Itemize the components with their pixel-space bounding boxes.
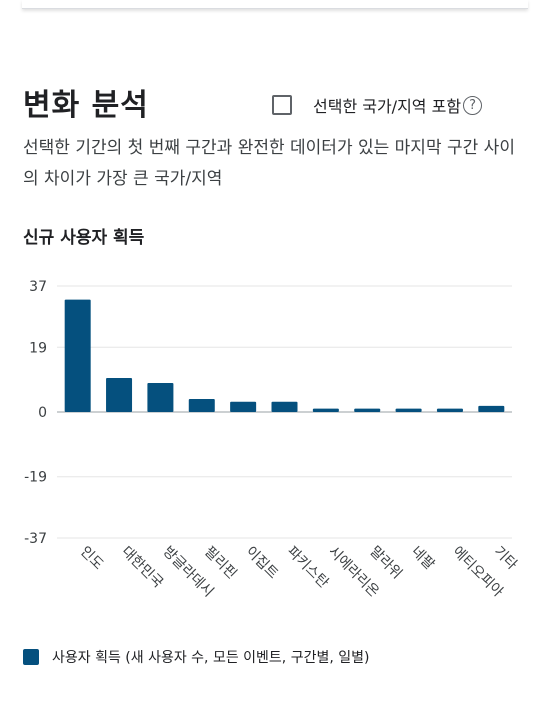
x-tick-label: 대한민국 [118,544,166,592]
page-title: 변화 분석 [23,88,149,123]
bar [64,299,91,412]
include-selected-checkbox[interactable] [272,95,292,115]
x-tick-label: 기타 [490,544,520,574]
x-tick-label: 인도 [77,544,107,574]
chart-description: 선택한 기간의 첫 번째 구간과 완전한 데이터가 있는 마지막 구간 사이의 … [23,138,515,189]
x-tick-label: 말라위 [366,544,405,583]
y-tick-label: -19 [24,470,47,486]
bar [106,377,133,412]
include-selected-label: 선택한 국가/지역 포함 [313,97,462,116]
x-tick-label: 네팔 [408,544,438,574]
y-tick-label: 0 [38,405,47,421]
bar [147,383,174,412]
bar [436,408,463,412]
x-tick-label: 이집트 [242,544,281,583]
include-selected-row: 선택한 국가/지역 포함 ? [272,91,483,119]
bar [395,408,422,412]
bar [188,399,215,412]
y-tick-label: 19 [29,340,47,356]
help-icon[interactable]: ? [463,95,483,115]
x-tick-label: 필리핀 [201,544,240,583]
bar [312,408,339,412]
y-tick-label: 37 [29,279,47,295]
bar [354,408,381,412]
chart-title: 신규 사용자 획득 [23,228,145,248]
y-tick-label: -37 [24,531,47,547]
bar [271,401,298,412]
legend-swatch [23,649,39,665]
bar [230,401,257,412]
x-tick-label: 파키스탄 [284,544,332,592]
previous-card-edge [22,0,528,9]
legend-label: 사용자 획득 (새 사용자 수, 모든 이벤트, 구간별, 일별) [52,650,370,666]
chart-legend: 사용자 획득 (새 사용자 수, 모든 이벤트, 구간별, 일별) [23,647,369,667]
bar [478,405,505,412]
